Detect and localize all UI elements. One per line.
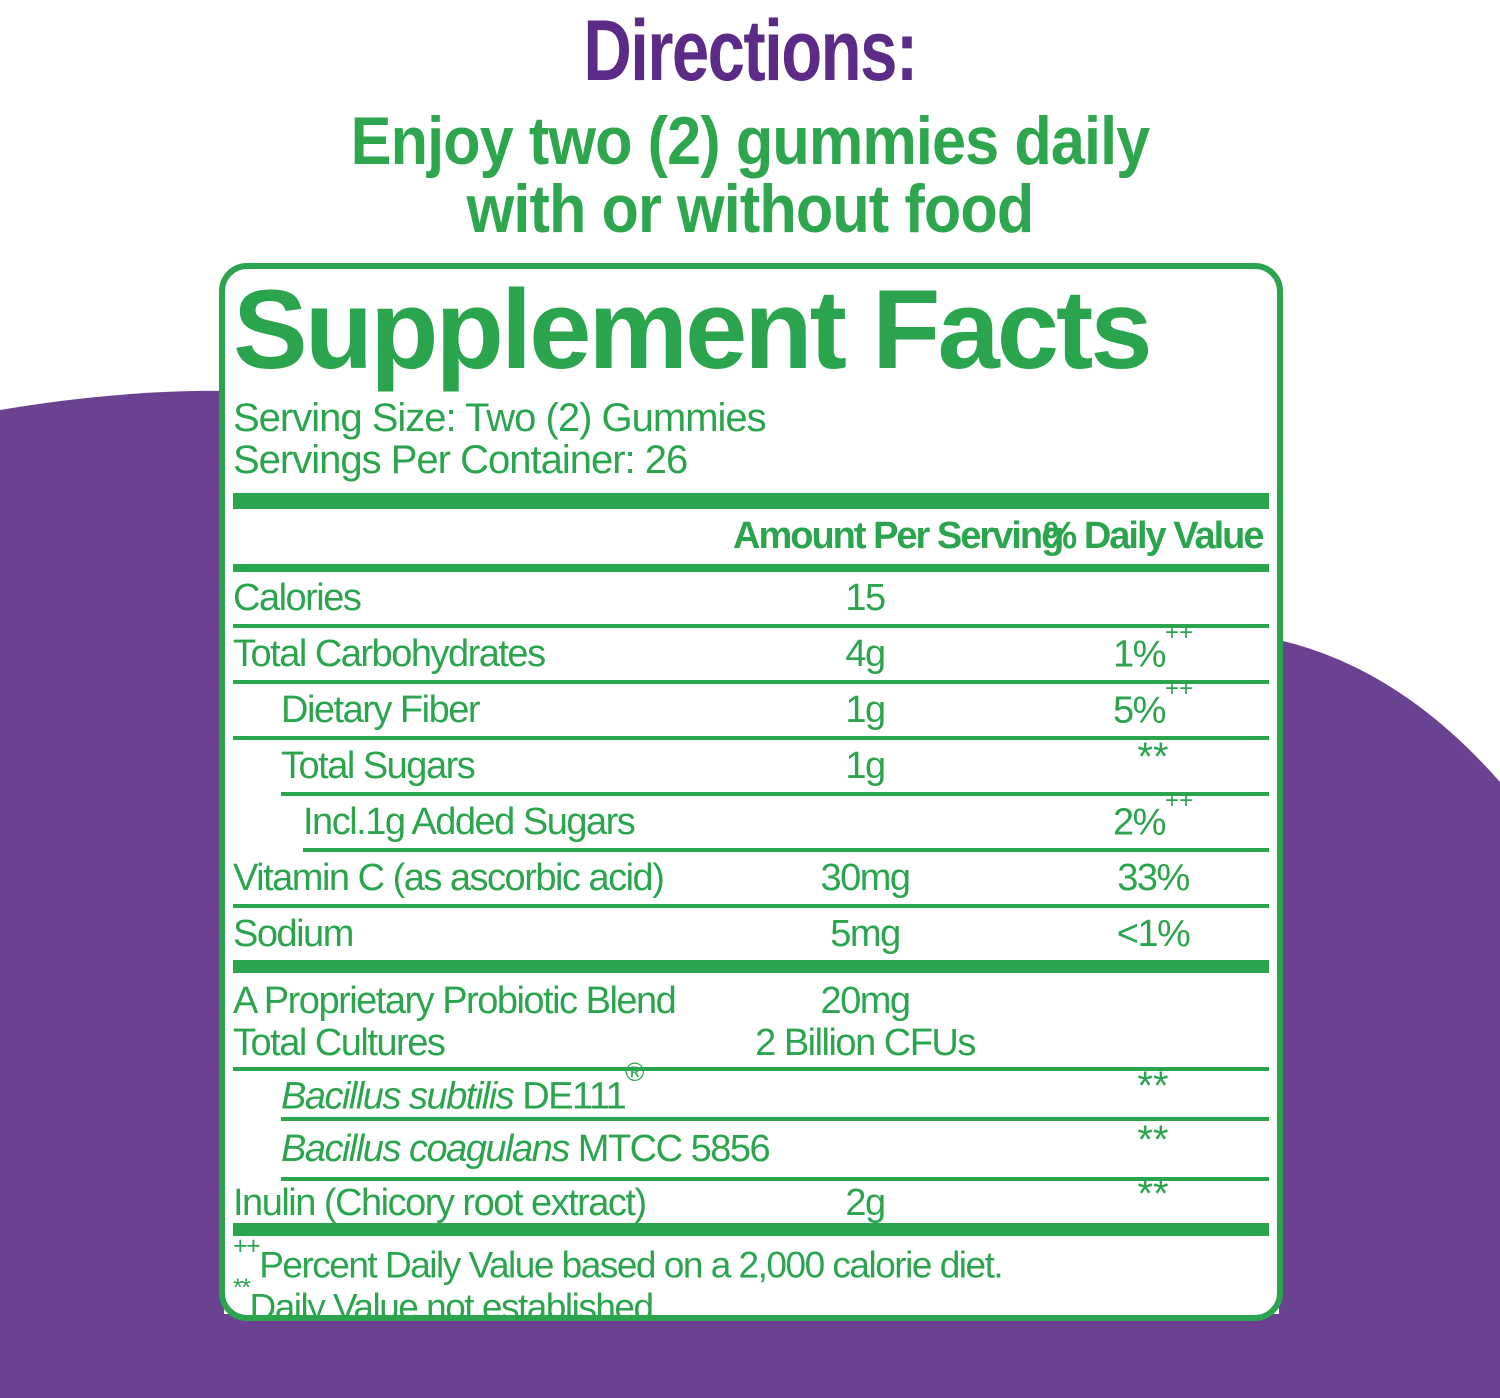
row-amount: 5mg [830,912,901,955]
separator-thick-top [233,493,1269,510]
row-divider-indented [303,848,1269,853]
footnote-not-established: **Daily Value not established. [233,1275,1269,1321]
table-row-dietary-fiber: Dietary Fiber 1g 5%++ [233,675,1269,736]
table-row-probiotic-blend: A Proprietary Probiotic Blend Total Cult… [233,973,1269,1067]
row-daily-value: 5%++ [997,675,1269,733]
table-row-bacillus-subtilis: Bacillus subtilis DE111® ** [233,1057,1269,1119]
blend-label-line-2: Total Cultures [233,1022,446,1065]
footnote-text: Daily Value not established. [249,1286,662,1321]
row-label: Total Sugars [281,744,476,787]
servings-per-container: Servings Per Container: 26 [233,438,688,483]
directions-block: Directions: Enjoy two (2) gummies daily … [0,0,1500,243]
strain-name: DE111 [513,1076,627,1119]
directions-line-1: Enjoy two (2) gummies daily [350,103,1151,179]
row-label: Vitamin C (as ascorbic acid) [233,856,665,899]
row-amount: 1g [845,688,886,731]
row-divider-indented [281,792,1269,797]
dv-asterisks: ** [1137,1063,1169,1108]
separator-thick-bottom [233,1223,1269,1237]
header-daily-value: % Daily Value [1043,515,1264,558]
directions-line-2: with or without food [466,171,1035,247]
row-daily-value: ** [997,1118,1269,1172]
row-label: Bacillus coagulans MTCC 5856 [233,1127,771,1171]
row-daily-value: 33% [997,857,1269,900]
row-label: Calories [233,576,362,619]
table-row-vitamin-c: Vitamin C (as ascorbic acid) 30mg 33% [233,852,1269,904]
dv-value: 33% [1117,856,1190,899]
row-divider-indented [281,1177,1269,1182]
row-label: A Proprietary Probiotic Blend Total Cult… [233,981,733,1065]
dv-asterisks: ** [1137,734,1169,779]
dv-superscript: ++ [1164,675,1193,703]
row-daily-value: <1% [997,913,1269,956]
dv-superscript: ++ [1164,619,1193,647]
dv-asterisks: ** [1137,1172,1169,1217]
row-divider [233,736,1269,741]
row-daily-value: ** [997,735,1269,789]
table-row-total-carbohydrates: Total Carbohydrates 4g 1%++ [233,619,1269,680]
table-row-added-sugars: Incl.1g Added Sugars 2%++ [233,787,1269,848]
row-daily-value: ** [997,1064,1269,1118]
row-label: Dietary Fiber [281,688,481,731]
table-header-row: Amount Per Serving % Daily Value [233,509,1269,564]
purple-blob-left [0,390,224,1398]
separator-header [233,564,1269,573]
table-row-inulin: Inulin (Chicory root extract) 2g ** [233,1172,1269,1226]
row-amount: 15 [845,576,886,619]
registered-mark: ® [625,1057,645,1088]
row-amount: 4g [845,632,886,675]
row-amount: 20mg 2 Billion CFUs [733,981,997,1065]
row-divider [233,1067,1269,1072]
strain-name: MTCC 5856 [568,1127,771,1170]
footnote-marker: ** [233,1273,251,1302]
blend-amount-line-1: 20mg [820,980,911,1023]
table-row-sodium: Sodium 5mg <1% [233,908,1269,960]
table-row-calories: Calories 15 [233,572,1269,624]
row-label: Sodium [233,912,354,955]
row-label: Total Carbohydrates [233,632,546,675]
row-divider [233,624,1269,629]
dv-superscript: ++ [1164,787,1193,815]
row-daily-value: ** [997,1172,1269,1226]
dv-value: 1% [1113,633,1166,676]
dv-value: 5% [1113,689,1166,732]
footnotes: ++Percent Daily Value based on a 2,000 c… [233,1234,1269,1321]
blend-amount-line-2: 2 Billion CFUs [755,1022,976,1065]
purple-blob-right [1279,640,1500,1398]
row-amount: 1g [845,744,886,787]
row-amount: 2g [845,1182,886,1225]
row-daily-value: 2%++ [997,787,1269,845]
serving-size: Serving Size: Two (2) Gummies [233,396,767,441]
row-amount: 30mg [820,856,911,899]
header-amount-per-serving: Amount Per Serving [733,515,1064,558]
table-row-bacillus-coagulans: Bacillus coagulans MTCC 5856 ** [233,1118,1269,1177]
row-divider [233,904,1269,909]
footnote-text: Percent Daily Value based on a 2,000 cal… [259,1244,1003,1286]
directions-text: Enjoy two (2) gummies daily with or with… [75,107,1425,243]
row-divider [233,680,1269,685]
row-label: Inulin (Chicory root extract) [233,1182,647,1225]
separator-thick-middle [233,960,1269,974]
dv-value: <1% [1116,912,1191,955]
dv-value: 2% [1113,801,1166,844]
directions-heading: Directions: [583,3,918,99]
species-name: Bacillus subtilis [281,1076,515,1119]
row-daily-value: 1%++ [997,619,1269,677]
panel-title: Supplement Facts [233,267,1153,392]
purple-bottom-strip [210,1314,1290,1398]
table-row-total-sugars: Total Sugars 1g ** [233,735,1269,792]
row-divider-indented [281,1117,1269,1122]
species-name: Bacillus coagulans [281,1127,570,1170]
footnote-marker: ++ [233,1232,261,1261]
footnote-daily-value: ++Percent Daily Value based on a 2,000 c… [233,1234,1269,1286]
supplement-facts-panel: Supplement Facts Serving Size: Two (2) G… [219,263,1283,1321]
row-label: Incl.1g Added Sugars [303,800,636,843]
row-label: Bacillus subtilis DE111® [233,1057,733,1119]
blend-label-line-1: A Proprietary Probiotic Blend [233,980,677,1023]
dv-asterisks: ** [1137,1117,1169,1162]
